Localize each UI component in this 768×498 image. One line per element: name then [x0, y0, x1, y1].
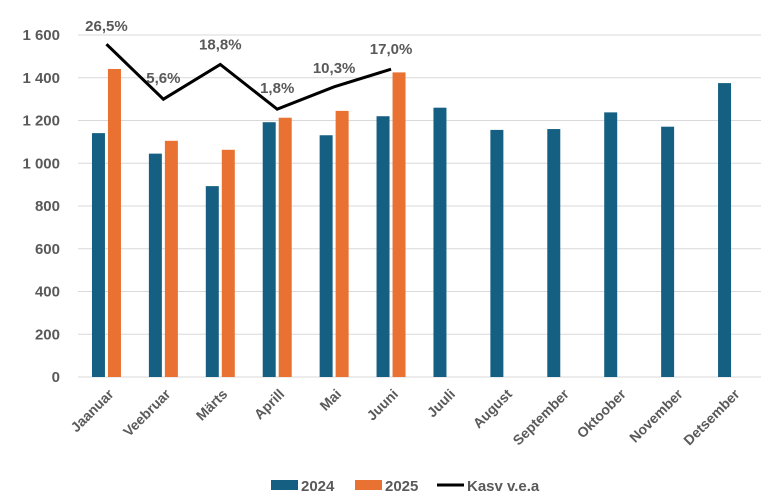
bar-2024-august [490, 129, 504, 377]
legend-swatch-2025 [355, 480, 382, 490]
data-label-growth: 10,3% [313, 60, 356, 77]
legend: 2024 2025 Kasv v.e.a [271, 478, 540, 495]
y-tick-label: 1 000 [22, 155, 60, 172]
legend-label-2025: 2025 [385, 478, 418, 495]
x-tick-label: Märts [193, 386, 231, 424]
bar-2024-november [661, 126, 675, 377]
x-tick-label: November [626, 385, 686, 445]
gridlines [78, 34, 761, 378]
y-tick-label: 1 400 [22, 70, 60, 87]
bar-2025-juuni [392, 72, 406, 377]
data-label-growth: 1,8% [260, 80, 294, 97]
bar-2024-detsember [718, 83, 732, 377]
bar-2024-jaanuar [91, 133, 105, 377]
data-labels: 26,5% 5,6% 18,8% 1,8% 10,3% 17,0% [85, 18, 412, 97]
y-tick-label: 200 [35, 326, 60, 343]
growth-line-path [105, 43, 392, 111]
bars [91, 68, 732, 378]
x-axis-ticks: Jaanuar Veebruar Märts Aprill Mai Juuni Juuli A… [67, 385, 743, 448]
x-tick-label: Mai [316, 386, 344, 414]
y-tick-label: 0 [52, 369, 60, 386]
y-tick-label: 800 [35, 198, 60, 215]
bar-2025-mai [335, 110, 349, 377]
y-axis-ticks: 0 200 400 600 800 1 000 1 200 1 400 1 600 [22, 27, 60, 386]
x-tick-label: Aprill [251, 386, 288, 423]
bar-2024-veebruar [148, 153, 162, 377]
y-tick-label: 600 [35, 241, 60, 258]
bar-2025-märts [221, 149, 235, 377]
bar-2025-veebruar [164, 140, 178, 377]
data-label-growth: 18,8% [199, 36, 242, 53]
legend-label-growth: Kasv v.e.a [467, 478, 540, 495]
x-tick-label: Juuli [424, 386, 458, 420]
bar-2024-märts [205, 186, 219, 377]
bar-2025-jaanuar [107, 68, 121, 377]
bar-2024-aprill [262, 122, 276, 378]
y-tick-label: 400 [35, 284, 60, 301]
y-tick-label: 1 200 [22, 113, 60, 130]
bar-2024-oktoober [604, 112, 618, 377]
x-tick-label: Detsember [680, 385, 743, 448]
y-tick-label: 1 600 [22, 27, 60, 44]
data-label-growth: 5,6% [146, 70, 180, 87]
x-tick-label: Oktoober [574, 385, 630, 441]
x-tick-label: August [470, 386, 516, 432]
bar-2024-juuli [433, 107, 447, 378]
data-label-growth: 17,0% [370, 41, 413, 58]
legend-swatch-2024 [271, 480, 298, 490]
x-tick-label: Veebruar [120, 385, 174, 439]
bar-2024-september [547, 129, 561, 377]
bar-2024-juuni [376, 116, 390, 377]
x-tick-label: Jaanuar [67, 385, 117, 435]
bar-2024-mai [319, 135, 333, 377]
bar-2025-aprill [278, 117, 292, 377]
legend-label-2024: 2024 [301, 478, 335, 495]
x-tick-label: Juuni [363, 386, 401, 424]
data-label-growth: 26,5% [85, 18, 128, 35]
x-tick-label: September [509, 385, 572, 448]
growth-line [105, 43, 392, 111]
